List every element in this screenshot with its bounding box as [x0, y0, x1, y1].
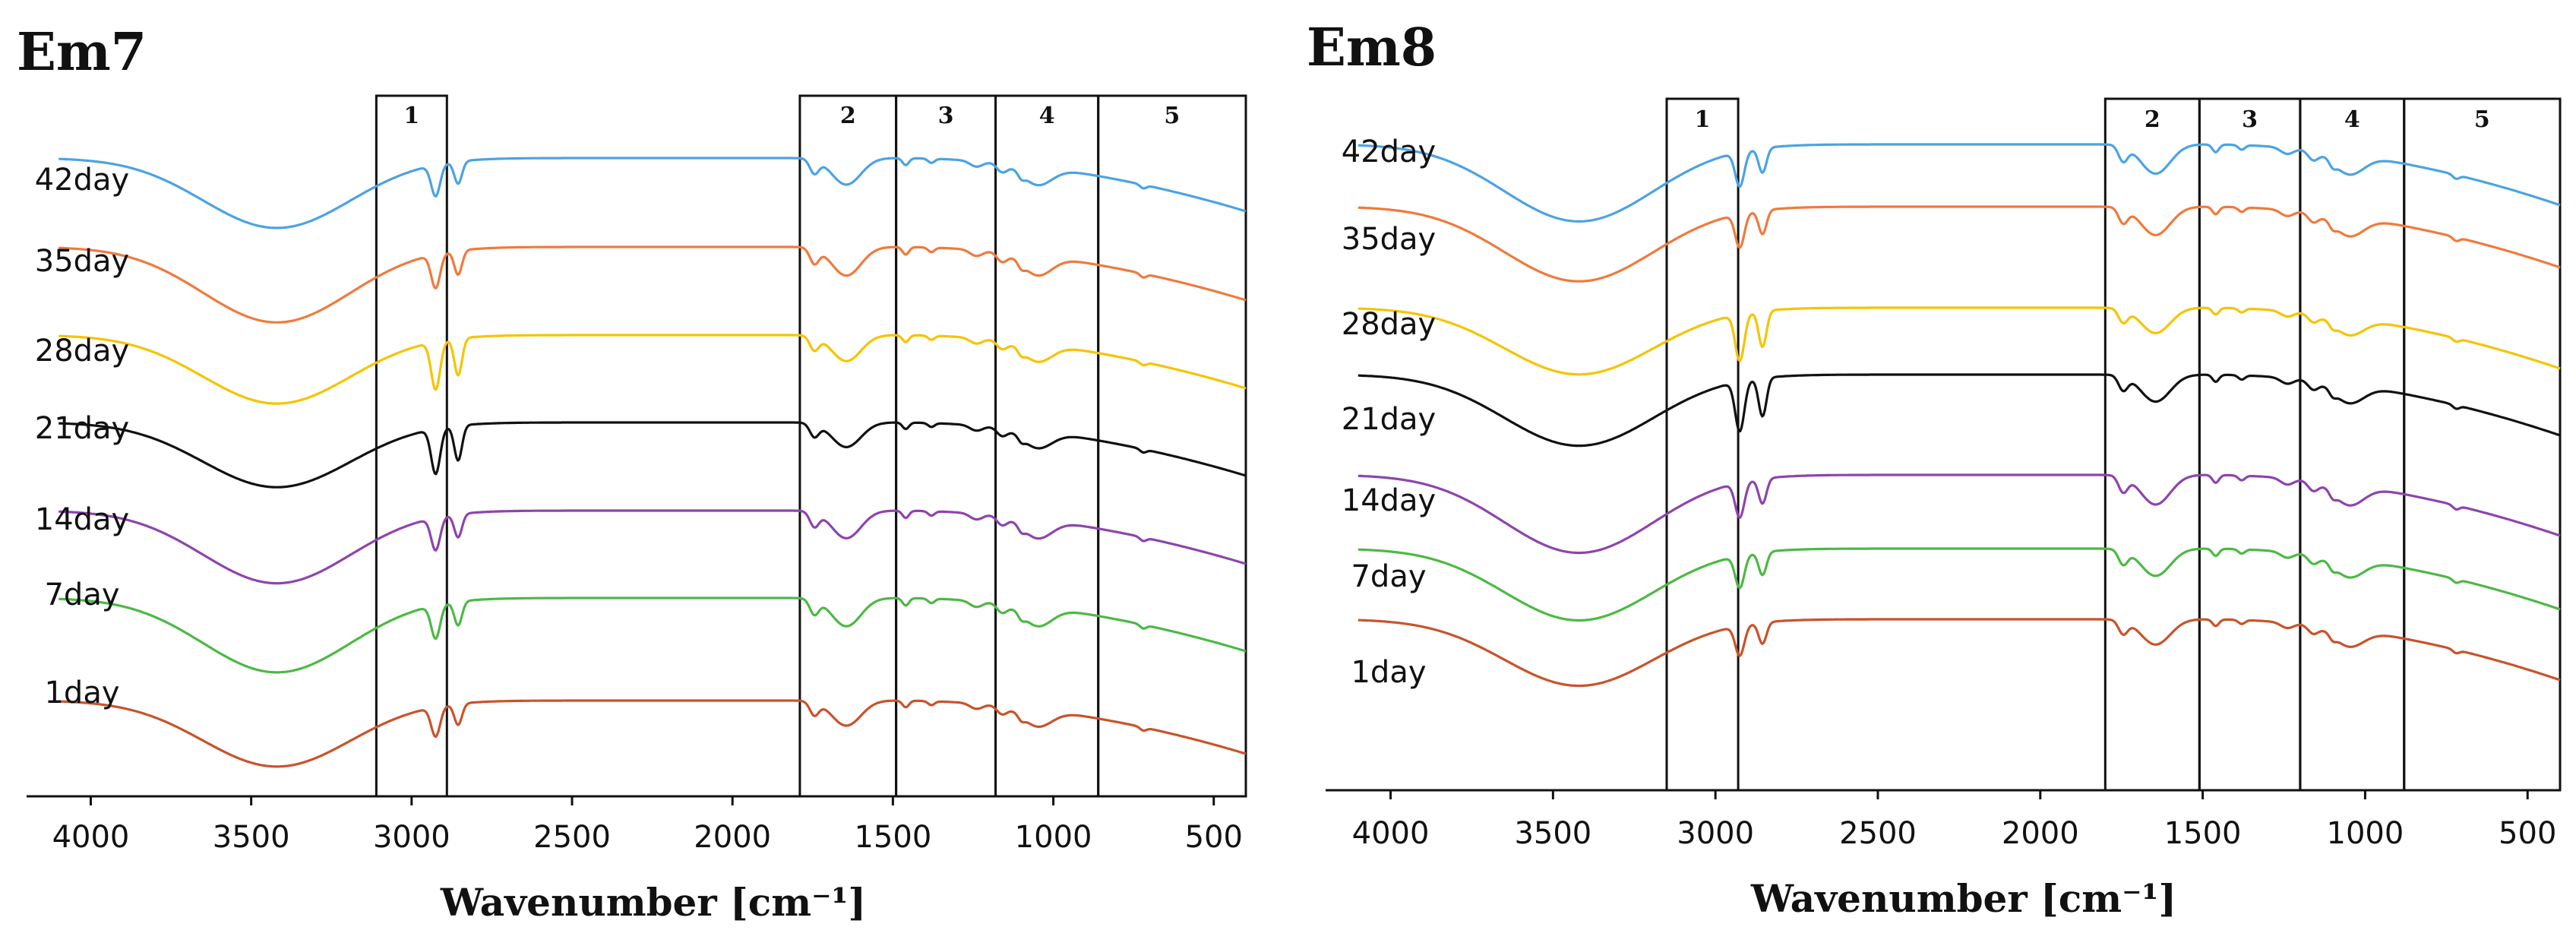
x-tick-label: 1000: [1015, 820, 1092, 855]
series-label-7day: 7day: [1351, 559, 1426, 594]
series-line-21day: [1358, 373, 2561, 448]
x-tick-label: 4000: [1352, 816, 1430, 851]
region-box-1: [1665, 97, 1740, 792]
region-label-2: 2: [840, 103, 856, 129]
series-line-42day: [58, 157, 1247, 229]
series-label-42day: 42day: [35, 163, 129, 198]
x-tick-label: 3500: [213, 820, 290, 855]
series-label-14day: 14day: [35, 502, 129, 537]
region-label-2: 2: [2145, 106, 2160, 133]
series-line-1day: [58, 699, 1247, 768]
series-line-14day: [1358, 473, 2561, 555]
x-tick-label: 500: [2499, 816, 2556, 851]
series-line-7day: [1358, 547, 2561, 622]
panel-title: Em8: [1307, 17, 1437, 78]
series-line-7day: [58, 596, 1247, 674]
x-tick-label: 1000: [2327, 816, 2404, 851]
series-label-28day: 28day: [1342, 307, 1436, 342]
region-label-3: 3: [938, 103, 954, 129]
em8-panel: Em8 1 2 3 4 5 4000 3500 3000 2500 2000 1500 1000 500 W…: [1307, 17, 2562, 921]
series-label-35day: 35day: [1342, 222, 1436, 257]
region-label-3: 3: [2242, 106, 2258, 133]
series-label-21day: 21day: [1342, 402, 1436, 437]
x-tick-label: 3500: [1514, 816, 1591, 851]
x-tick-label: 2000: [694, 820, 771, 855]
region-box-3: [895, 94, 997, 798]
series-line-35day: [58, 245, 1247, 324]
panel-title: Em7: [17, 22, 147, 83]
series-line-28day: [58, 334, 1247, 405]
x-tick-label: 2500: [1839, 816, 1917, 851]
x-tick-label: 1500: [854, 820, 931, 855]
series-label-35day: 35day: [35, 244, 129, 279]
region-label-5: 5: [1164, 103, 1180, 129]
region-box-2: [2103, 97, 2201, 792]
x-axis-title: Wavenumber [cm⁻¹]: [440, 880, 866, 925]
series-label-21day: 21day: [35, 411, 129, 446]
region-box-3: [2198, 97, 2302, 792]
region-label-1: 1: [1695, 106, 1711, 133]
region-label-4: 4: [2344, 106, 2360, 133]
x-tick-label: 3000: [373, 820, 450, 855]
region-label-4: 4: [1039, 103, 1055, 129]
series-line-21day: [58, 421, 1247, 489]
em7-panel: Em7 1 2 3 4 5 4000 3500 3000 2500 2000 1500 1000 500 W…: [17, 22, 1247, 925]
series-line-35day: [1358, 205, 2561, 283]
series-label-14day: 14day: [1342, 483, 1436, 518]
region-box-5: [2403, 97, 2562, 792]
series-label-28day: 28day: [35, 334, 129, 369]
region-label-1: 1: [403, 103, 419, 129]
series-line-42day: [1358, 143, 2561, 223]
series-label-1day: 1day: [44, 675, 119, 710]
series-line-1day: [1358, 618, 2561, 688]
series-label-1day: 1day: [1351, 655, 1426, 690]
series-label-42day: 42day: [1342, 134, 1436, 169]
region-box-1: [375, 94, 448, 798]
x-tick-label: 2500: [533, 820, 611, 855]
x-tick-label: 4000: [52, 820, 130, 855]
x-tick-label: 500: [1185, 820, 1243, 855]
series-label-7day: 7day: [44, 577, 119, 612]
x-axis-title: Wavenumber [cm⁻¹]: [1750, 876, 2176, 921]
region-box-5: [1097, 94, 1247, 798]
series-line-14day: [58, 509, 1247, 585]
x-tick-label: 2000: [2002, 816, 2079, 851]
x-tick-label: 3000: [1677, 816, 1754, 851]
region-label-5: 5: [2474, 106, 2490, 133]
region-box-4: [2299, 97, 2406, 792]
x-tick-label: 1500: [2164, 816, 2242, 851]
series-line-28day: [1358, 306, 2561, 376]
